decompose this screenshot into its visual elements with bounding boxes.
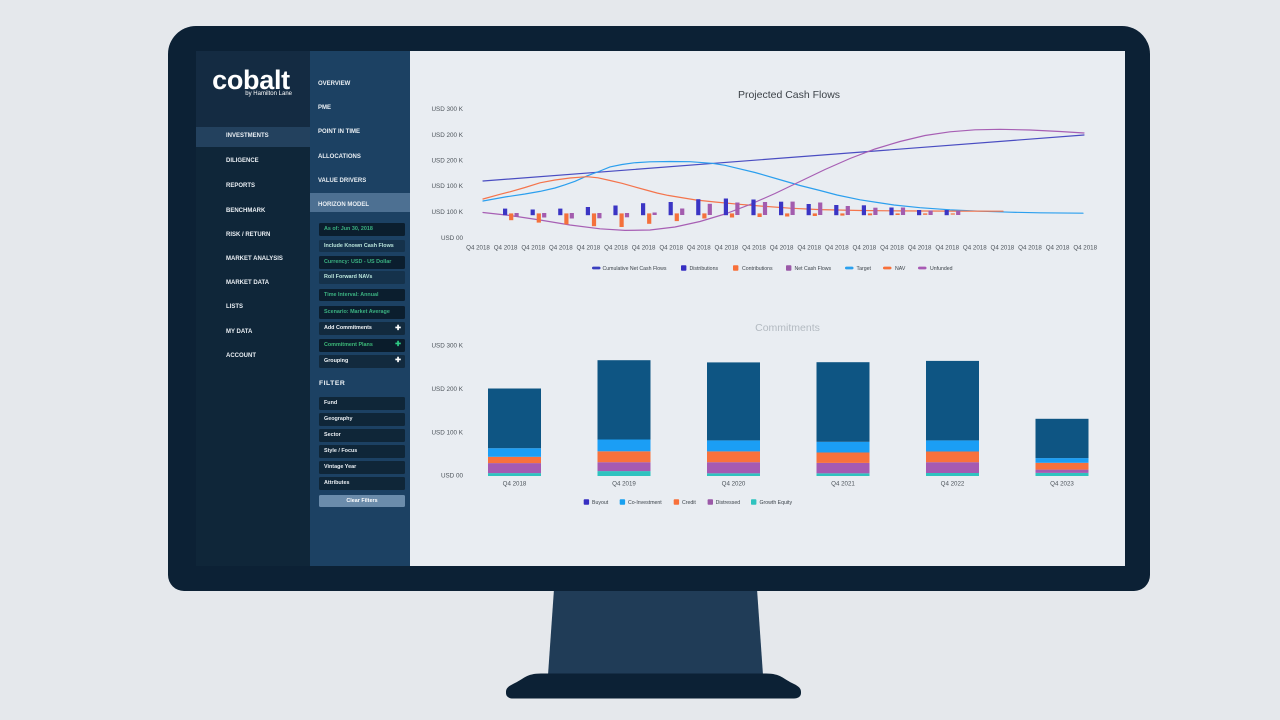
svg-text:Q4 2018: Q4 2018 bbox=[577, 245, 601, 252]
svg-text:Q4 2018: Q4 2018 bbox=[715, 245, 739, 252]
svg-text:Q4 2021: Q4 2021 bbox=[831, 481, 855, 488]
svg-text:USD 100 K: USD 100 K bbox=[432, 183, 464, 190]
svg-text:USD 100 K: USD 100 K bbox=[432, 209, 464, 216]
svg-text:Q4 2018: Q4 2018 bbox=[991, 245, 1015, 252]
svg-text:Q4 2018: Q4 2018 bbox=[632, 245, 656, 252]
svg-text:Q4 2018: Q4 2018 bbox=[853, 245, 877, 252]
svg-text:Q4 2018: Q4 2018 bbox=[825, 245, 849, 252]
svg-text:Q4 2018: Q4 2018 bbox=[604, 245, 628, 252]
svg-text:Q4 2018: Q4 2018 bbox=[880, 245, 904, 252]
svg-text:USD 200 K: USD 200 K bbox=[432, 386, 464, 393]
svg-text:Q4 2018: Q4 2018 bbox=[503, 481, 527, 488]
svg-text:USD 300 K: USD 300 K bbox=[432, 343, 464, 350]
svg-text:Distributions: Distributions bbox=[690, 266, 719, 272]
svg-text:Net Cash Flows: Net Cash Flows bbox=[795, 266, 832, 272]
svg-text:Distressed: Distressed bbox=[716, 500, 741, 506]
svg-text:Q4 2018: Q4 2018 bbox=[521, 245, 545, 252]
svg-text:USD 100 K: USD 100 K bbox=[432, 429, 464, 436]
svg-text:Credit: Credit bbox=[682, 500, 696, 506]
svg-text:Q4 2018: Q4 2018 bbox=[1073, 245, 1097, 252]
svg-text:Q4 2020: Q4 2020 bbox=[722, 481, 746, 488]
svg-text:USD 00: USD 00 bbox=[441, 473, 464, 480]
svg-text:Q4 2018: Q4 2018 bbox=[770, 245, 794, 252]
svg-text:Q4 2018: Q4 2018 bbox=[494, 245, 518, 252]
svg-text:Q4 2019: Q4 2019 bbox=[612, 481, 636, 488]
svg-text:Q4 2023: Q4 2023 bbox=[1050, 481, 1074, 488]
svg-text:Unfunded: Unfunded bbox=[930, 266, 953, 272]
svg-text:Growth Equity: Growth Equity bbox=[760, 500, 793, 506]
svg-text:Q4 2018: Q4 2018 bbox=[1018, 245, 1042, 252]
svg-text:Commitments: Commitments bbox=[755, 322, 820, 334]
svg-text:Q4 2018: Q4 2018 bbox=[466, 245, 490, 252]
svg-text:NAV: NAV bbox=[895, 266, 906, 272]
svg-text:Q4 2018: Q4 2018 bbox=[549, 245, 573, 252]
svg-text:Q4 2018: Q4 2018 bbox=[742, 245, 766, 252]
svg-text:USD 00: USD 00 bbox=[441, 235, 464, 242]
svg-text:Cumulative Net Cash Flows: Cumulative Net Cash Flows bbox=[603, 266, 667, 272]
svg-text:Co-Investment: Co-Investment bbox=[628, 500, 662, 506]
svg-text:Q4 2018: Q4 2018 bbox=[687, 245, 711, 252]
svg-text:Buyout: Buyout bbox=[592, 500, 609, 506]
svg-text:USD 200 K: USD 200 K bbox=[432, 158, 464, 165]
svg-text:USD 200 K: USD 200 K bbox=[432, 132, 464, 139]
svg-text:Q4 2018: Q4 2018 bbox=[797, 245, 821, 252]
svg-text:Target: Target bbox=[857, 266, 872, 272]
svg-text:Q4 2018: Q4 2018 bbox=[963, 245, 987, 252]
svg-text:Q4 2018: Q4 2018 bbox=[908, 245, 932, 252]
svg-text:Q4 2018: Q4 2018 bbox=[1046, 245, 1070, 252]
svg-text:Q4 2018: Q4 2018 bbox=[935, 245, 959, 252]
svg-text:Q4 2018: Q4 2018 bbox=[659, 245, 683, 252]
svg-text:Contributions: Contributions bbox=[742, 266, 773, 272]
svg-text:USD 300 K: USD 300 K bbox=[432, 106, 464, 113]
svg-text:Q4 2022: Q4 2022 bbox=[941, 481, 965, 488]
svg-text:Projected Cash Flows: Projected Cash Flows bbox=[738, 89, 840, 101]
